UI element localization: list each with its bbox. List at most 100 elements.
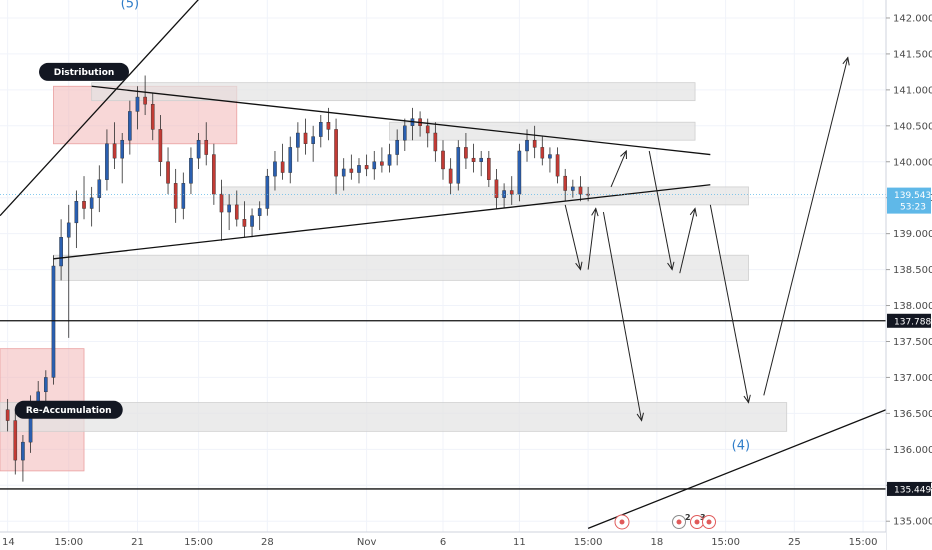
callout-text: Distribution <box>54 68 115 78</box>
time-tick-label: 15:00 <box>574 537 603 548</box>
arrow-head <box>842 56 850 66</box>
candle-body <box>479 157 483 162</box>
candle-body <box>97 179 102 198</box>
economic-event-icon[interactable] <box>614 514 630 530</box>
callout-bubble <box>39 62 130 81</box>
candle-body <box>578 186 583 195</box>
candle-body <box>257 208 262 216</box>
level-price-text: 137.788 <box>894 317 931 327</box>
arrow-shaft <box>587 208 597 270</box>
candle-body <box>143 96 147 105</box>
time-tick-label: 18 <box>650 537 663 548</box>
event-count-2: 2 <box>685 513 691 522</box>
candle-body <box>166 161 170 184</box>
candle-body <box>51 265 56 378</box>
candle-body <box>66 222 71 238</box>
candle-body <box>357 165 361 173</box>
callout-bubble <box>14 400 123 419</box>
candle-body <box>509 190 514 195</box>
candle-body <box>265 175 270 209</box>
candle-body <box>494 179 499 198</box>
trend-lines <box>0 0 887 530</box>
wave-label: (5) <box>121 0 139 12</box>
time-axis[interactable]: 14 15:00 21 15:00 28 Nov 6 11 15:00 18 15:00 25 15:0… <box>0 531 886 550</box>
candle-body <box>82 201 86 209</box>
time-tick-label: 15:00 <box>849 537 878 548</box>
candlestick-series <box>5 75 590 482</box>
candle-body <box>120 139 125 159</box>
candle-body <box>318 122 323 137</box>
candle-body <box>273 161 277 177</box>
candle-body <box>219 193 224 213</box>
time-tick-label: 6 <box>440 537 446 548</box>
candle-body <box>204 139 209 155</box>
arrow-head <box>620 149 627 159</box>
candle-body <box>311 136 315 144</box>
candle-body <box>525 139 529 152</box>
current-price-tag <box>887 187 931 214</box>
candle-body <box>395 139 399 155</box>
candle-body <box>181 183 186 209</box>
candle-body <box>189 157 193 184</box>
price-tick-label: 136.000 <box>893 445 932 456</box>
projection-arrow <box>679 207 698 274</box>
candle-body <box>372 161 377 170</box>
time-tick-label: 28 <box>261 537 274 548</box>
price-tick-label: 135.000 <box>893 517 932 528</box>
time-tick-label: 25 <box>788 537 801 548</box>
price-tick-label: 141.500 <box>893 49 932 60</box>
projection-arrow <box>648 150 675 271</box>
candle-body <box>571 186 575 191</box>
candle-body <box>135 96 140 112</box>
price-tick-label: 136.500 <box>893 409 932 420</box>
trend-line <box>91 85 711 156</box>
time-tick-label: 15:00 <box>54 537 83 548</box>
projection-arrow <box>587 207 599 270</box>
arrow-shaft <box>679 208 696 274</box>
zone-boxes <box>0 82 788 472</box>
arrow-head <box>636 412 644 422</box>
price-axis[interactable]: 135.000135.500136.000136.500137.000137.5… <box>885 0 932 550</box>
time-axis-background <box>0 532 886 550</box>
arrow-shaft <box>564 204 581 270</box>
candle-body <box>349 168 354 173</box>
event-markers[interactable]: 2 3 <box>614 513 716 530</box>
current-price-text: 139.543 <box>894 191 931 201</box>
candle-body <box>448 168 453 184</box>
candle-body <box>548 154 552 159</box>
arrow-shaft <box>763 57 849 396</box>
candle-body <box>464 147 468 159</box>
candle-body <box>13 420 18 461</box>
candle-body <box>380 161 384 166</box>
candle-body <box>74 201 79 224</box>
candle-body <box>456 147 461 184</box>
candle-body <box>471 157 476 162</box>
candle-body <box>303 132 308 144</box>
arrow-head <box>591 207 599 217</box>
projection-arrow <box>709 204 751 404</box>
level-price-text: 135.449 <box>894 485 931 495</box>
trend-line <box>587 409 887 530</box>
candle-body <box>112 143 117 159</box>
candle-body <box>196 139 201 159</box>
event-group-icon[interactable]: 2 3 <box>672 513 716 529</box>
arrow-head <box>743 394 751 404</box>
candle-body <box>326 122 331 130</box>
candle-body <box>173 183 178 209</box>
price-tick-label: 140.000 <box>893 157 932 168</box>
time-tick-label: 21 <box>131 537 144 548</box>
price-tick-label: 139.000 <box>893 229 932 240</box>
price-tick-label: 140.500 <box>893 121 932 132</box>
price-axis-background <box>886 0 932 550</box>
level-price-tag <box>887 481 931 496</box>
price-tick-label: 137.500 <box>893 337 932 348</box>
price-tick-label: 138.000 <box>893 301 932 312</box>
candle-body <box>44 377 48 393</box>
time-tick-label: 14 <box>2 537 15 548</box>
wave-label: (4) <box>732 439 750 454</box>
candle-body <box>441 150 445 170</box>
price-range-box <box>53 254 749 281</box>
arrow-head <box>575 261 583 271</box>
projection-arrows <box>564 56 850 422</box>
